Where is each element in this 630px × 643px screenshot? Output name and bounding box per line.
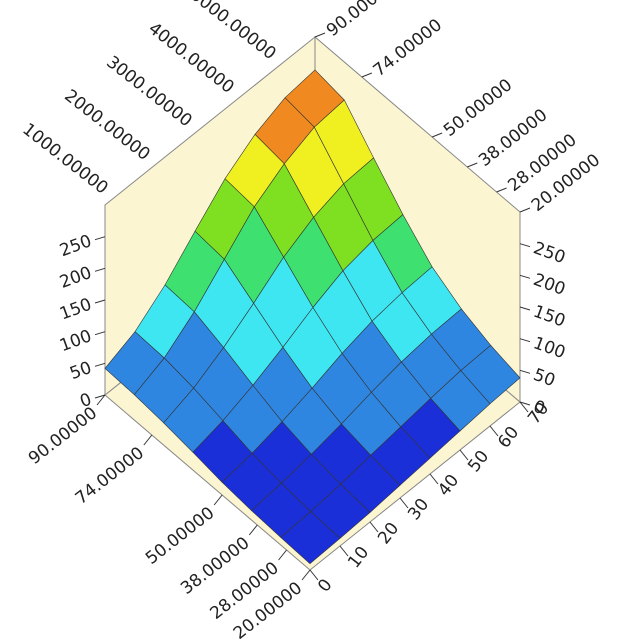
surface-cell (280, 511, 341, 565)
z-tick-right (519, 338, 531, 343)
x-tick (339, 545, 349, 557)
z-tick-left (94, 236, 106, 241)
back-label: 1000.00000 (18, 119, 111, 198)
z-tick-left (94, 299, 106, 304)
y-tick-label: 90.00000 (25, 403, 101, 469)
y-tick (213, 494, 223, 506)
z-tick-label-left: 0 (77, 390, 94, 412)
z-tick-label-right: 150 (531, 302, 568, 332)
y-tick-label-back: 90.00000 (323, 0, 399, 41)
x-tick (519, 401, 529, 413)
z-tick-right (519, 369, 531, 374)
z-tick-left (94, 362, 106, 367)
y-tick-back (361, 72, 373, 78)
z-tick-label-left: 100 (57, 326, 94, 356)
z-tick-left (94, 267, 106, 272)
z-tick-label-right: 250 (531, 238, 568, 268)
y-tick-back (496, 187, 507, 193)
z-tick-label-right: 200 (531, 270, 568, 300)
z-tick-label-right: 50 (531, 365, 558, 391)
z-tick-left (94, 394, 106, 399)
z-tick-left (94, 331, 106, 336)
z-tick-label-left: 50 (67, 358, 94, 384)
x-tick-label: 40 (434, 471, 463, 500)
y-tick-back (467, 162, 478, 168)
y-tick (248, 524, 258, 536)
x-tick-label: 60 (494, 423, 523, 452)
z-tick-right (519, 274, 531, 279)
y-tick (96, 394, 106, 406)
z-tick-label-right: 100 (531, 333, 568, 363)
y-tick-back (431, 132, 443, 138)
y-tick-label-back: 74.00000 (370, 15, 446, 81)
x-tick-label: 50 (464, 447, 493, 476)
x-tick (309, 569, 319, 581)
z-tick-label-left: 200 (57, 263, 94, 293)
x-tick (369, 521, 379, 533)
x-tick-label: 10 (344, 543, 373, 572)
z-tick-right (519, 306, 531, 311)
x-tick (489, 425, 499, 437)
z-tick-label-left: 250 (57, 231, 94, 261)
z-tick-right (519, 243, 531, 248)
x-tick (429, 473, 439, 485)
x-tick-label: 20 (374, 519, 403, 548)
z-tick-label-left: 150 (57, 295, 94, 325)
x-tick (459, 449, 469, 461)
z-tick-right (519, 401, 531, 406)
y-tick (278, 549, 287, 561)
y-tick-back (519, 207, 531, 213)
x-tick-label: 0 (314, 575, 336, 596)
x-tick (399, 497, 409, 509)
y-tick (143, 434, 153, 446)
y-tick-label: 74.00000 (72, 443, 148, 509)
x-tick-label: 30 (404, 495, 433, 524)
y-tick-back (314, 32, 326, 38)
y-tick (301, 569, 311, 581)
